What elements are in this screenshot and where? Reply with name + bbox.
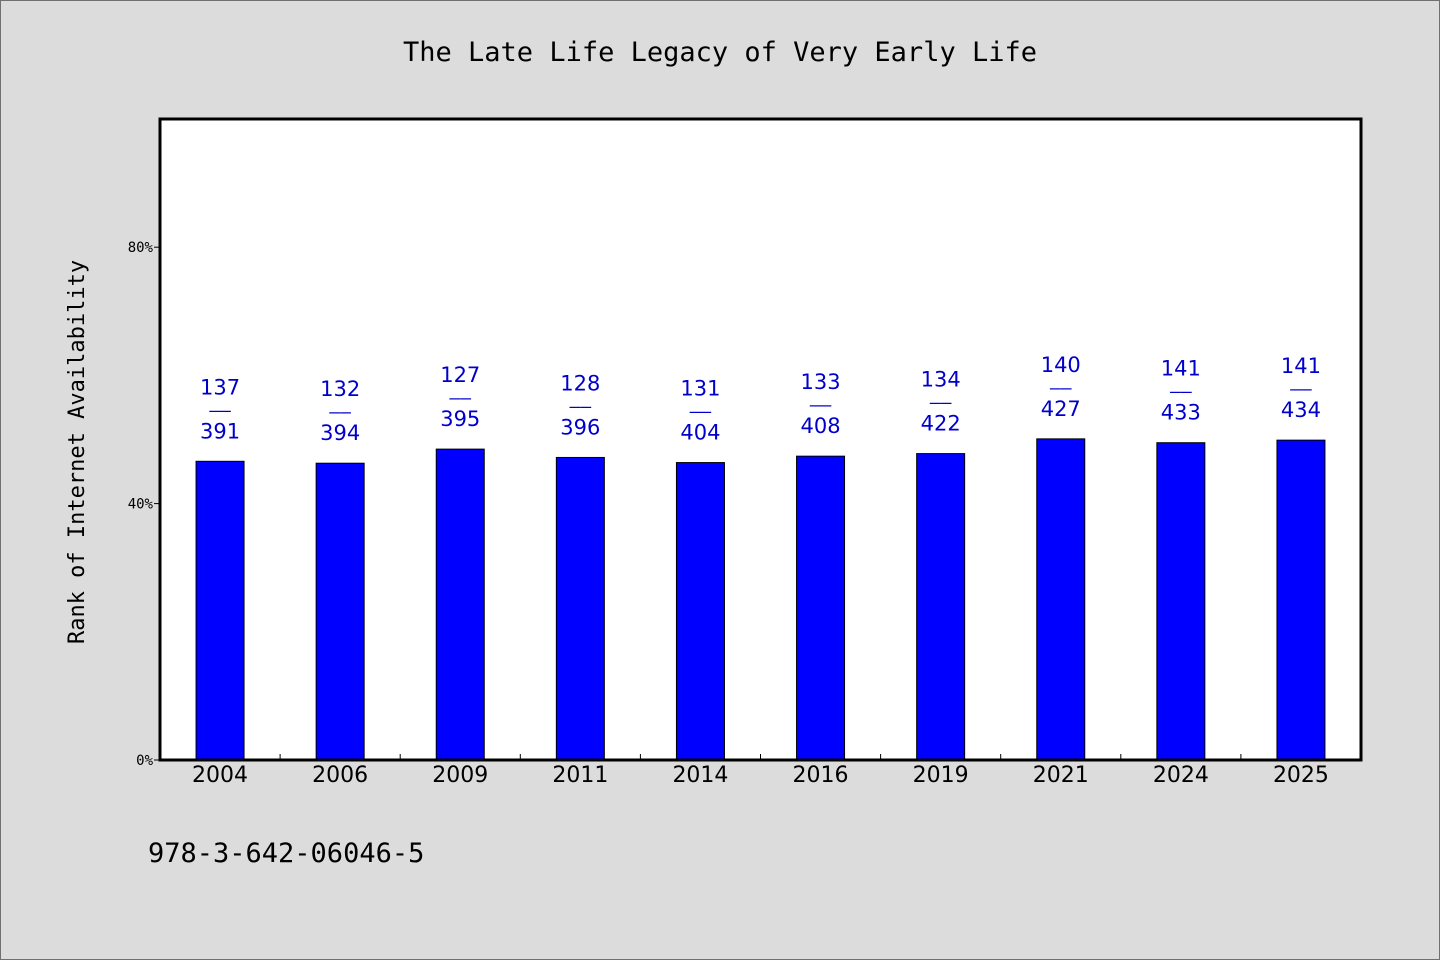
data-label-top: 137 bbox=[200, 375, 240, 399]
data-label-top: 133 bbox=[801, 370, 841, 394]
y-axis: 0% 40% 80% bbox=[128, 240, 160, 769]
data-label-separator: —— bbox=[449, 388, 471, 409]
data-label-separator: —— bbox=[570, 396, 592, 417]
bar-2011 bbox=[555, 456, 605, 761]
data-label-bottom: 404 bbox=[680, 421, 720, 445]
data-label-separator: —— bbox=[1170, 382, 1192, 403]
bar-2021 bbox=[1036, 438, 1086, 761]
y-axis-title: Rank of Internet Availability bbox=[65, 260, 90, 644]
data-labels-layer: 137——391132——394127——395128——396131——404… bbox=[200, 353, 1321, 445]
data-label-top: 132 bbox=[320, 377, 360, 401]
data-label-separator: —— bbox=[329, 402, 351, 423]
x-tick-label: 2019 bbox=[913, 763, 969, 788]
data-label-bottom: 396 bbox=[560, 415, 600, 439]
bar-2019 bbox=[916, 453, 966, 761]
data-label-top: 141 bbox=[1161, 357, 1201, 381]
bar-2004 bbox=[195, 460, 245, 761]
y-tick-label: 80% bbox=[128, 240, 154, 256]
x-tick-label: 2011 bbox=[552, 763, 608, 788]
data-label-separator: —— bbox=[690, 402, 712, 423]
bar-2014 bbox=[675, 462, 725, 761]
chart-title: The Late Life Legacy of Very Early Life bbox=[403, 37, 1037, 68]
data-label-bottom: 434 bbox=[1281, 398, 1321, 422]
data-label-bottom: 391 bbox=[200, 419, 240, 443]
data-label-bottom: 408 bbox=[801, 414, 841, 438]
x-axis: 2004 2006 2009 2011 2014 2016 2019 2021 2024 2025 bbox=[192, 754, 1329, 788]
data-label-top: 127 bbox=[440, 363, 480, 387]
x-tick-label: 2024 bbox=[1153, 763, 1209, 788]
x-tick-label: 2016 bbox=[793, 763, 849, 788]
isbn-footnote: 978-3-642-06046-5 bbox=[148, 838, 424, 869]
bars-layer bbox=[195, 438, 1326, 761]
bar-2025 bbox=[1276, 439, 1326, 761]
x-tick-label: 2014 bbox=[672, 763, 728, 788]
plot-frame bbox=[158, 117, 1363, 762]
x-tick-label: 2006 bbox=[312, 763, 368, 788]
data-label-separator: —— bbox=[209, 400, 231, 421]
data-label-separator: —— bbox=[930, 393, 952, 414]
y-tick-label: 0% bbox=[136, 753, 153, 769]
x-tick-label: 2025 bbox=[1273, 763, 1329, 788]
data-label-separator: —— bbox=[1290, 379, 1312, 400]
data-label-bottom: 394 bbox=[320, 421, 360, 445]
data-label-separator: —— bbox=[1050, 378, 1072, 399]
x-tick-label: 2004 bbox=[192, 763, 248, 788]
data-label-separator: —— bbox=[810, 395, 832, 416]
data-label-bottom: 395 bbox=[440, 407, 480, 431]
data-label-bottom: 427 bbox=[1041, 397, 1081, 421]
data-label-top: 131 bbox=[680, 377, 720, 401]
x-tick-label: 2009 bbox=[432, 763, 488, 788]
bar-2009 bbox=[435, 448, 485, 761]
x-tick-label: 2021 bbox=[1033, 763, 1089, 788]
y-tick-label: 40% bbox=[128, 497, 154, 513]
data-label-top: 128 bbox=[560, 371, 600, 395]
bar-2024 bbox=[1156, 442, 1206, 761]
data-label-top: 141 bbox=[1281, 354, 1321, 378]
data-label-bottom: 433 bbox=[1161, 401, 1201, 425]
data-label-top: 140 bbox=[1041, 353, 1081, 377]
bar-2006 bbox=[315, 462, 365, 761]
data-label-bottom: 422 bbox=[921, 412, 961, 436]
bar-2016 bbox=[796, 455, 846, 761]
data-label-top: 134 bbox=[921, 368, 961, 392]
